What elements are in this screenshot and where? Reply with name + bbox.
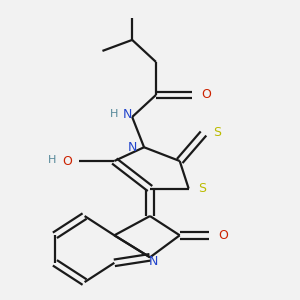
Text: N: N bbox=[148, 255, 158, 268]
Text: H: H bbox=[110, 109, 118, 119]
Text: N: N bbox=[123, 108, 132, 121]
Text: H: H bbox=[48, 154, 56, 165]
Text: O: O bbox=[218, 229, 228, 242]
Text: S: S bbox=[213, 126, 221, 139]
Text: O: O bbox=[202, 88, 212, 101]
Text: S: S bbox=[198, 182, 206, 195]
Text: N: N bbox=[128, 141, 137, 154]
Text: O: O bbox=[62, 154, 72, 167]
